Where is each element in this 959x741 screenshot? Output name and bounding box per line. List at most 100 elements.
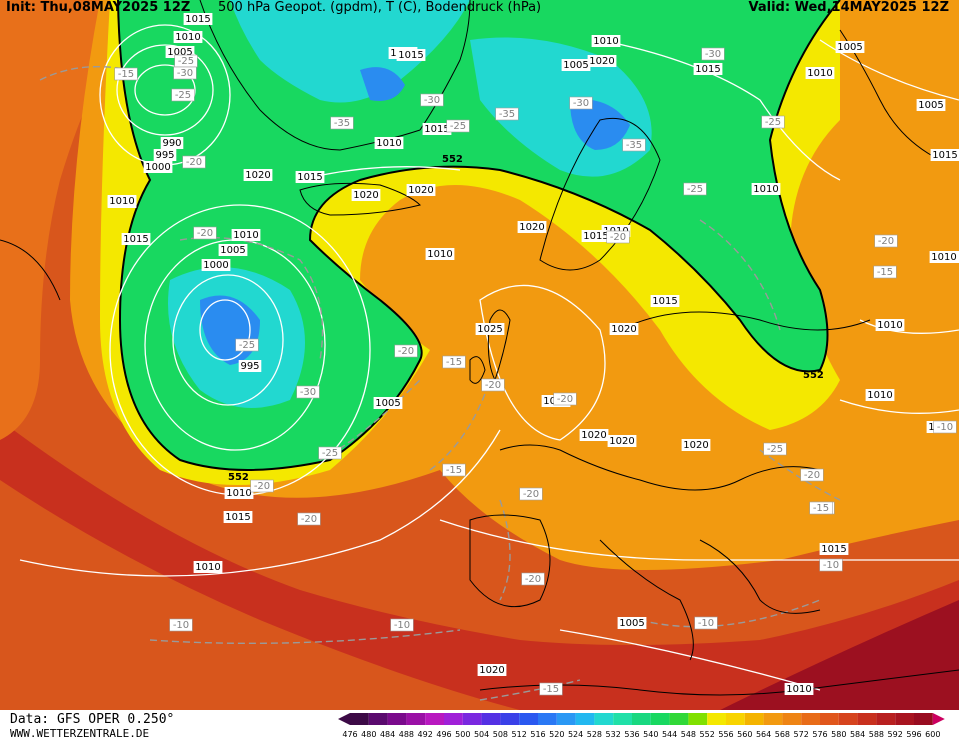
pressure-label-box	[243, 169, 273, 181]
temperature-label-box	[873, 265, 897, 279]
scale-label: 488	[399, 730, 414, 739]
cyan-greenland	[230, 0, 470, 103]
temperature-label-box	[297, 512, 321, 526]
temperature-label-box	[173, 66, 197, 80]
pressure-label-box	[153, 149, 177, 161]
temperature-label-text: -30	[573, 98, 589, 109]
pressure-label: 1015	[819, 543, 849, 555]
pressure-label: 1010	[374, 137, 404, 149]
pressure-label-text: 1010	[233, 230, 258, 241]
pressure-label: 1005	[218, 244, 248, 256]
chart-title: 500 hPa Geopot. (gpdm), T (C), Bodendruc…	[218, 0, 542, 15]
temperature-label: -10	[694, 616, 718, 630]
temperature-label: -20	[297, 512, 321, 526]
scale-label: 600	[925, 730, 940, 739]
pressure-label-box	[475, 323, 505, 335]
temperature-label-text: -20	[557, 394, 573, 405]
scale-swatch	[387, 713, 407, 725]
pressure-label-text: 1010	[786, 684, 811, 695]
pressure-label-box	[396, 49, 426, 61]
pressure-label-text: 1010	[807, 68, 832, 79]
scale-swatch	[500, 713, 520, 725]
temperature-label: -25	[171, 88, 195, 102]
pressure-label-box	[238, 360, 262, 372]
temperature-label-text: -25	[767, 444, 783, 455]
pressure-label: 1010	[173, 31, 203, 43]
temperature-label-box	[694, 616, 718, 630]
temperature-label-box	[182, 155, 206, 169]
pressure-label-box	[425, 248, 455, 260]
pressure-label: 1015	[295, 171, 325, 183]
temperature-label-text: -25	[239, 340, 255, 351]
scale-swatch	[462, 713, 482, 725]
scale-swatch	[519, 713, 538, 725]
scale-label: 492	[418, 730, 433, 739]
pressure-label-text: 1005	[837, 42, 862, 53]
temperature-label: -30	[296, 385, 320, 399]
pressure-label-box	[224, 487, 254, 499]
pressure-label-box	[875, 319, 905, 331]
pressure-label-box	[295, 171, 325, 183]
temperature-label: -20	[519, 487, 543, 501]
temperature-label-box	[394, 344, 418, 358]
temperature-label-text: -15	[813, 503, 829, 514]
red-band	[0, 420, 959, 720]
temperature-label: -15	[873, 265, 897, 279]
website-link[interactable]: WWW.WETTERZENTRALE.DE	[10, 727, 150, 740]
pressure-label: 1015	[396, 49, 426, 61]
pressure-label-box	[784, 683, 814, 695]
temperature-label-text: -20	[301, 514, 317, 525]
temperature-label-text: -15	[543, 684, 559, 695]
scale-label: 504	[474, 730, 489, 739]
pressure-label: 1010	[231, 229, 261, 241]
temperature-label: -35	[330, 116, 354, 130]
pressure-label: 1010	[929, 251, 959, 263]
temperature-label: -20	[521, 572, 545, 586]
temperature-label-box	[114, 67, 138, 81]
temperature-label: -30	[701, 47, 725, 61]
scale-label: 508	[493, 730, 508, 739]
scale-arrow-right	[932, 713, 945, 725]
temperature-label: -10	[819, 558, 843, 572]
blue-greenland	[360, 67, 405, 101]
temperature-label: -15	[442, 463, 466, 477]
pressure-label-text: 1010	[376, 138, 401, 149]
scale-label: 580	[831, 730, 846, 739]
pressure-label-text: 1015	[398, 50, 423, 61]
scale-label: 528	[587, 730, 602, 739]
pressure-label-text: 1005	[563, 60, 588, 71]
pressure-label-box	[650, 295, 680, 307]
scale-swatch	[801, 713, 820, 725]
temperature-label-text: -20	[186, 157, 202, 168]
temperature-label-box	[250, 479, 274, 493]
pressure-label-text: 990	[162, 138, 181, 149]
scale-swatch	[914, 713, 933, 725]
scale-swatch	[726, 713, 745, 725]
temperature-label: -15	[442, 355, 466, 369]
temperature-label-text: -35	[626, 140, 642, 151]
pressure-label: 1015	[930, 149, 959, 161]
pressure-label-box	[581, 230, 611, 242]
pressure-label: 1010	[107, 195, 137, 207]
pressure-label: 1020	[587, 55, 617, 67]
valid-time: Valid: Wed,14MAY2025 12Z	[748, 0, 949, 15]
temperature-label: -15	[114, 67, 138, 81]
temperature-label-box	[169, 618, 193, 632]
pressure-label-text: 1015	[123, 234, 148, 245]
pressure-label: 1015	[121, 233, 151, 245]
temperature-label: -30	[569, 96, 593, 110]
pressure-label-box	[201, 259, 231, 271]
pressure-label-box	[835, 41, 865, 53]
temperature-label-text: -25	[765, 117, 781, 128]
scale-swatch	[857, 713, 877, 725]
scale-swatch	[763, 713, 783, 725]
pressure-label: 1020	[517, 221, 547, 233]
pressure-label-box	[173, 31, 203, 43]
temperature-label-box	[701, 47, 725, 61]
pressure-label-box	[121, 233, 151, 245]
pressure-label: 1010	[193, 561, 223, 573]
contour-552-label: 552	[803, 370, 824, 381]
temperature-label-text: -20	[398, 346, 414, 357]
pressure-label-text: 1005	[375, 398, 400, 409]
pressure-label: 1005	[835, 41, 865, 53]
